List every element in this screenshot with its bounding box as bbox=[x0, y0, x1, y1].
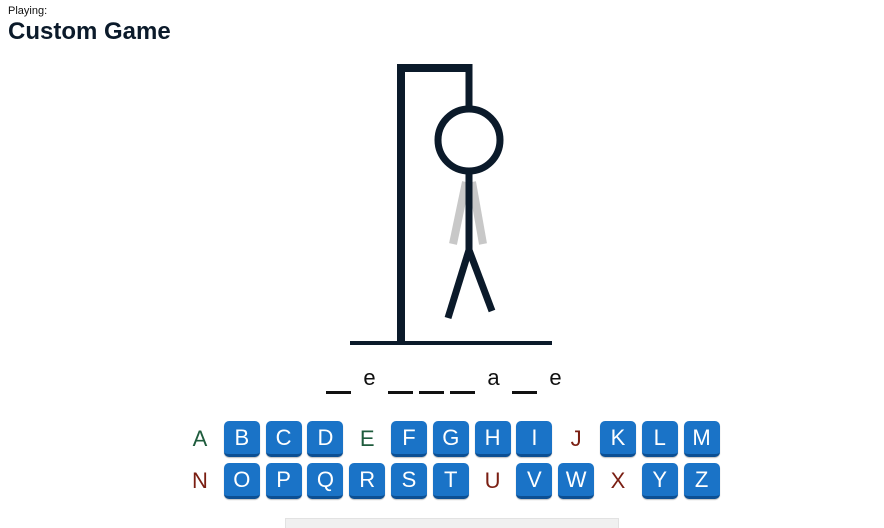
letter-key-d[interactable]: D bbox=[307, 421, 344, 457]
word-blank bbox=[388, 366, 413, 394]
letter-key-s[interactable]: S bbox=[390, 463, 427, 499]
letter-key-w[interactable]: W bbox=[558, 463, 595, 499]
letter-key-q[interactable]: Q bbox=[307, 463, 344, 499]
letter-key-o[interactable]: O bbox=[223, 463, 260, 499]
letter-key-v[interactable]: V bbox=[516, 463, 553, 499]
hangman-head bbox=[434, 105, 504, 175]
letter-key-l[interactable]: L bbox=[641, 421, 678, 457]
letter-key-z[interactable]: Z bbox=[683, 463, 720, 499]
footer-panel bbox=[285, 518, 619, 528]
word-blank bbox=[326, 366, 351, 394]
letter-key-p[interactable]: P bbox=[265, 463, 302, 499]
game-header: Playing: Custom Game bbox=[8, 5, 171, 46]
word-blank bbox=[450, 366, 475, 394]
letter-key-h[interactable]: H bbox=[474, 421, 511, 457]
letter-key-y[interactable]: Y bbox=[641, 463, 678, 499]
letter-key-x: X bbox=[610, 468, 626, 493]
letter-key-b[interactable]: B bbox=[223, 421, 260, 457]
letter-key-a: A bbox=[192, 426, 208, 451]
letter-key-e: E bbox=[359, 426, 375, 451]
letter-key-c[interactable]: C bbox=[265, 421, 302, 457]
hangman-left-leg bbox=[444, 248, 473, 320]
word-letter: e bbox=[363, 365, 376, 390]
letter-key-g[interactable]: G bbox=[432, 421, 469, 457]
letter-key-k[interactable]: K bbox=[599, 421, 636, 457]
ghost-right-arm bbox=[468, 181, 487, 245]
letter-key-f[interactable]: F bbox=[390, 421, 427, 457]
word-letter: a bbox=[487, 365, 500, 390]
letter-key-m[interactable]: M bbox=[683, 421, 720, 457]
letter-key-i[interactable]: I bbox=[516, 421, 553, 457]
letter-key-r[interactable]: R bbox=[349, 463, 386, 499]
game-title: Custom Game bbox=[8, 18, 171, 45]
playing-label: Playing: bbox=[8, 5, 48, 17]
letter-key-u: U bbox=[484, 468, 501, 493]
word-blank bbox=[512, 366, 537, 394]
letter-key-t[interactable]: T bbox=[432, 463, 469, 499]
letter-key-n: N bbox=[192, 468, 208, 493]
ghost-left-arm bbox=[449, 181, 470, 245]
hangman-right-leg bbox=[465, 248, 496, 313]
letter-key-j: J bbox=[570, 426, 582, 451]
word-blank bbox=[419, 366, 444, 394]
word-letter: e bbox=[549, 365, 562, 390]
hangman-drawing bbox=[350, 64, 552, 345]
gallows-svg bbox=[350, 64, 552, 345]
